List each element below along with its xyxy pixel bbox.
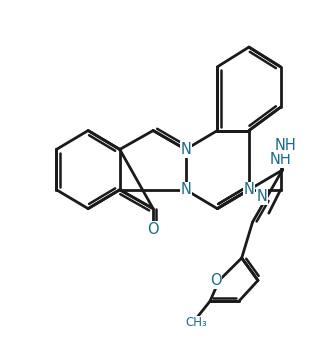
Text: O: O (147, 222, 159, 237)
Text: CH₃: CH₃ (186, 316, 207, 329)
Text: N: N (243, 182, 255, 197)
Text: N: N (180, 142, 191, 157)
Text: O: O (210, 273, 222, 288)
Text: N: N (180, 182, 191, 197)
Text: N: N (257, 190, 268, 205)
Text: NH: NH (270, 152, 291, 167)
Text: NH: NH (275, 138, 297, 153)
